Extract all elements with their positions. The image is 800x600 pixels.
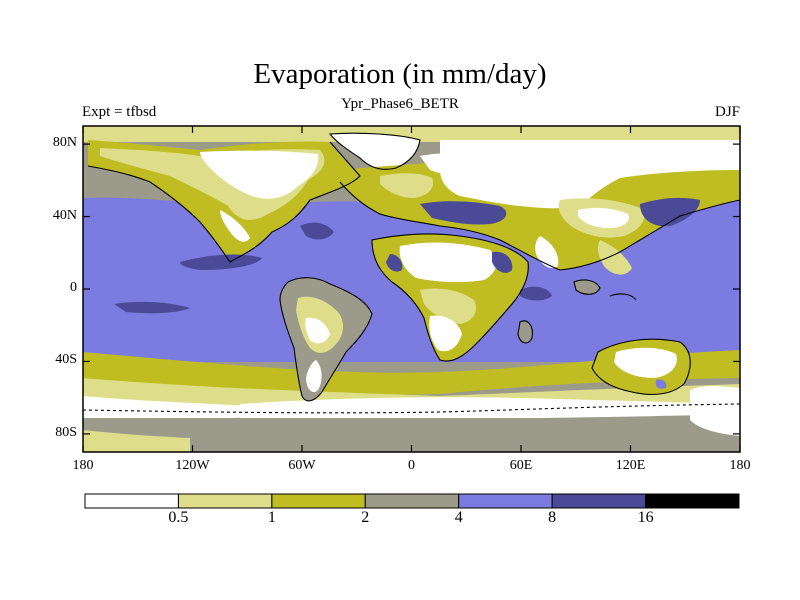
colorbar-swatch bbox=[271, 493, 366, 509]
lat-tick-label: 40N bbox=[52, 207, 77, 223]
lon-tick-label: 120W bbox=[175, 458, 210, 473]
lon-tick-label: 60W bbox=[288, 458, 316, 473]
colorbar-level-label: 1 bbox=[267, 509, 276, 526]
lat-tick-label: 80S bbox=[55, 424, 77, 440]
colorbar-level-label: 8 bbox=[548, 509, 557, 526]
lon-tick-label: 180 bbox=[72, 458, 94, 473]
colorbar-swatch bbox=[458, 493, 553, 509]
colorbar-swatch bbox=[364, 493, 460, 509]
colorbar-level-label: 0.5 bbox=[168, 509, 189, 526]
lon-tick-label: 0 bbox=[408, 458, 415, 473]
experiment-label: Expt = tfbsd bbox=[82, 104, 157, 120]
colorbar-swatch bbox=[177, 493, 273, 509]
map-subtitle: Ypr_Phase6_BETR bbox=[341, 96, 459, 112]
colorbar bbox=[84, 493, 740, 509]
colorbar-swatch bbox=[645, 493, 740, 509]
map-field bbox=[83, 126, 740, 452]
colorbar-swatch bbox=[84, 493, 179, 509]
season-label: DJF bbox=[714, 104, 740, 120]
lon-tick-label: 120E bbox=[615, 458, 646, 473]
colorbar-level-label: 16 bbox=[637, 509, 654, 526]
lat-tick-label: 40S bbox=[55, 352, 77, 368]
colorbar-level-label: 4 bbox=[454, 509, 463, 526]
colorbar-level-label: 2 bbox=[361, 509, 370, 526]
lon-tick-label: 180 bbox=[729, 458, 751, 473]
lon-tick-label: 60E bbox=[509, 458, 533, 473]
lat-tick-label: 0 bbox=[70, 280, 77, 295]
colorbar-swatch bbox=[551, 493, 647, 509]
lat-tick-label: 80N bbox=[52, 135, 77, 151]
map-title: Evaporation (in mm/day) bbox=[253, 58, 547, 90]
